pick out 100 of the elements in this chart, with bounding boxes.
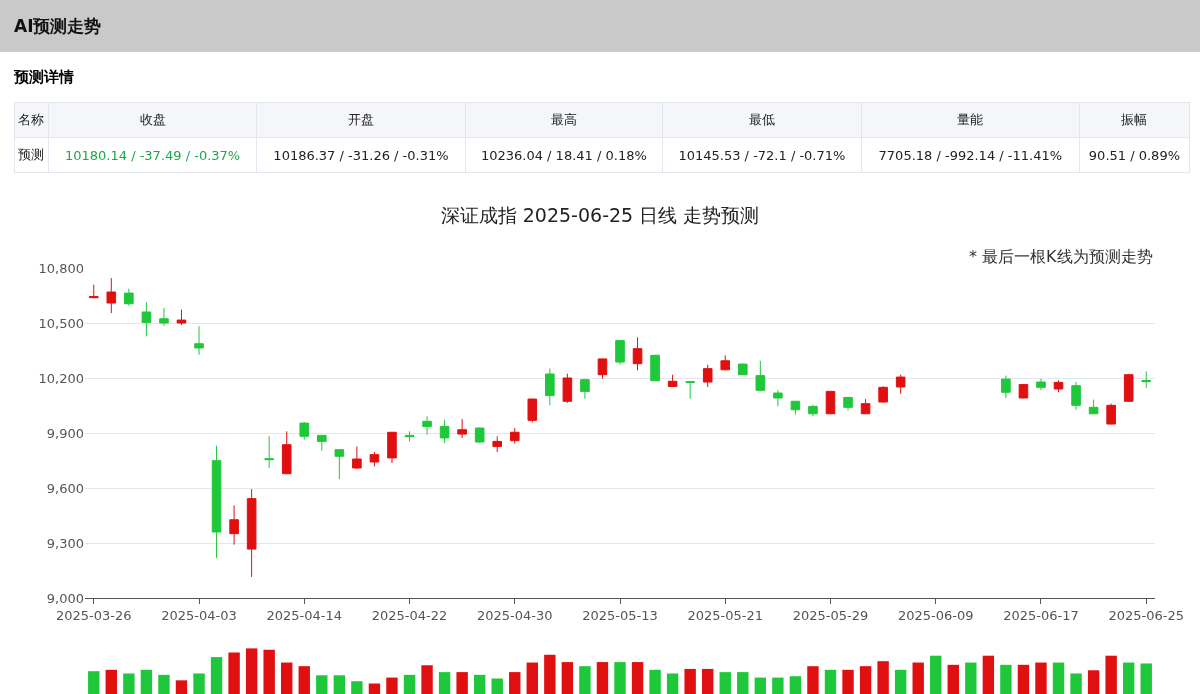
- bar: [666, 673, 679, 694]
- candlestick: [492, 435, 503, 453]
- bar: [1140, 663, 1152, 694]
- bar: [438, 672, 451, 694]
- candlestick: [124, 288, 134, 307]
- bar: [509, 672, 521, 694]
- candlestick: [562, 373, 573, 404]
- candlestick: [141, 301, 152, 337]
- candlestick: [702, 364, 713, 388]
- bar: [526, 662, 538, 694]
- text: 最低: [662, 102, 862, 138]
- candlestick: [1071, 381, 1081, 411]
- y-tick-label: 10,800: [38, 260, 84, 276]
- bar: [544, 654, 556, 694]
- bar: [842, 669, 854, 694]
- bar: [631, 662, 644, 694]
- text: 开盘: [256, 102, 466, 138]
- bar: [228, 652, 240, 694]
- candlestick: [737, 363, 748, 376]
- candlestick: [369, 451, 380, 467]
- candlestick: [773, 389, 783, 407]
- bar: [175, 680, 188, 694]
- candlestick: [317, 434, 327, 452]
- candlestick: [878, 385, 888, 404]
- text: 10145.53 / -72.1 / -0.71%: [662, 137, 862, 173]
- text: 收盘: [48, 102, 257, 138]
- bar: [193, 673, 205, 694]
- bar: [351, 681, 363, 694]
- candlestick: [1053, 379, 1064, 393]
- bar: [719, 672, 731, 694]
- text: 7705.18 / -992.14 / -11.41%: [861, 137, 1080, 173]
- candlestick: [334, 448, 345, 480]
- bar: [333, 675, 346, 694]
- candlestick: [246, 488, 257, 578]
- bar: [877, 661, 889, 694]
- x-tick-label: 2025-05-21: [687, 607, 764, 623]
- candlestick: [545, 368, 555, 406]
- bar: [1035, 662, 1047, 694]
- candlestick: [1018, 383, 1029, 399]
- candlestick: [211, 445, 222, 559]
- bar: [754, 677, 767, 694]
- candlestick: [457, 418, 467, 439]
- bar: [894, 669, 907, 694]
- candlestick: [808, 404, 818, 417]
- candlestick: [1106, 403, 1116, 425]
- bar: [579, 666, 591, 694]
- x-tick-label: 2025-04-22: [371, 607, 448, 623]
- candlestick: [352, 445, 362, 470]
- bar: [859, 666, 872, 694]
- bar: [684, 668, 696, 694]
- candlestick: [159, 307, 169, 327]
- bar: [368, 683, 381, 694]
- bar: [1052, 662, 1065, 694]
- x-tick-label: 2025-06-17: [1003, 607, 1079, 623]
- candlestick: [264, 435, 274, 469]
- bar: [245, 648, 258, 694]
- candlestick: [1001, 375, 1011, 399]
- bar: [403, 674, 416, 694]
- text: * 最后一根K线为预测走势: [969, 247, 1153, 266]
- bar: [1070, 673, 1082, 694]
- candlestick: [281, 430, 292, 475]
- candlestick: [509, 427, 520, 445]
- candlestick: [860, 398, 871, 415]
- x-tick-label: 2025-06-09: [897, 607, 974, 623]
- candlestick: [106, 277, 117, 314]
- bar: [561, 662, 574, 694]
- candlestick: [1141, 370, 1152, 389]
- bar: [263, 649, 275, 694]
- candlestick: [895, 374, 906, 395]
- bar: [789, 676, 802, 694]
- candlestick: [194, 325, 204, 356]
- bar: [737, 672, 749, 694]
- bar: [807, 666, 819, 694]
- text: 10186.37 / -31.26 / -0.31%: [256, 137, 466, 173]
- candlestick: [299, 421, 310, 441]
- bar: [456, 672, 468, 694]
- bar: [421, 665, 433, 694]
- bar: [614, 662, 626, 694]
- text: 预测详情: [14, 68, 75, 88]
- text: 10180.14 / -37.49 / -0.37%: [48, 137, 257, 173]
- bar: [965, 662, 977, 694]
- text: 振幅: [1079, 102, 1190, 138]
- bar: [1087, 670, 1100, 694]
- candlestick: [720, 354, 731, 371]
- candlestick: [176, 309, 187, 326]
- candlestick: [229, 504, 239, 546]
- bar: [210, 657, 223, 694]
- bar: [105, 669, 118, 694]
- candlestick: [685, 380, 695, 400]
- candlestick: [843, 396, 853, 411]
- candlestick: [1088, 399, 1099, 415]
- bar: [912, 662, 924, 694]
- candlestick: [527, 398, 538, 423]
- candlestick: [597, 358, 608, 380]
- bar: [140, 669, 153, 694]
- x-tick-label: 2025-04-30: [476, 607, 553, 623]
- bar: [596, 662, 609, 694]
- bar: [123, 673, 135, 694]
- chart-title: 深证成指 2025-06-25 日线 走势预测: [440, 203, 760, 226]
- bar: [298, 666, 310, 694]
